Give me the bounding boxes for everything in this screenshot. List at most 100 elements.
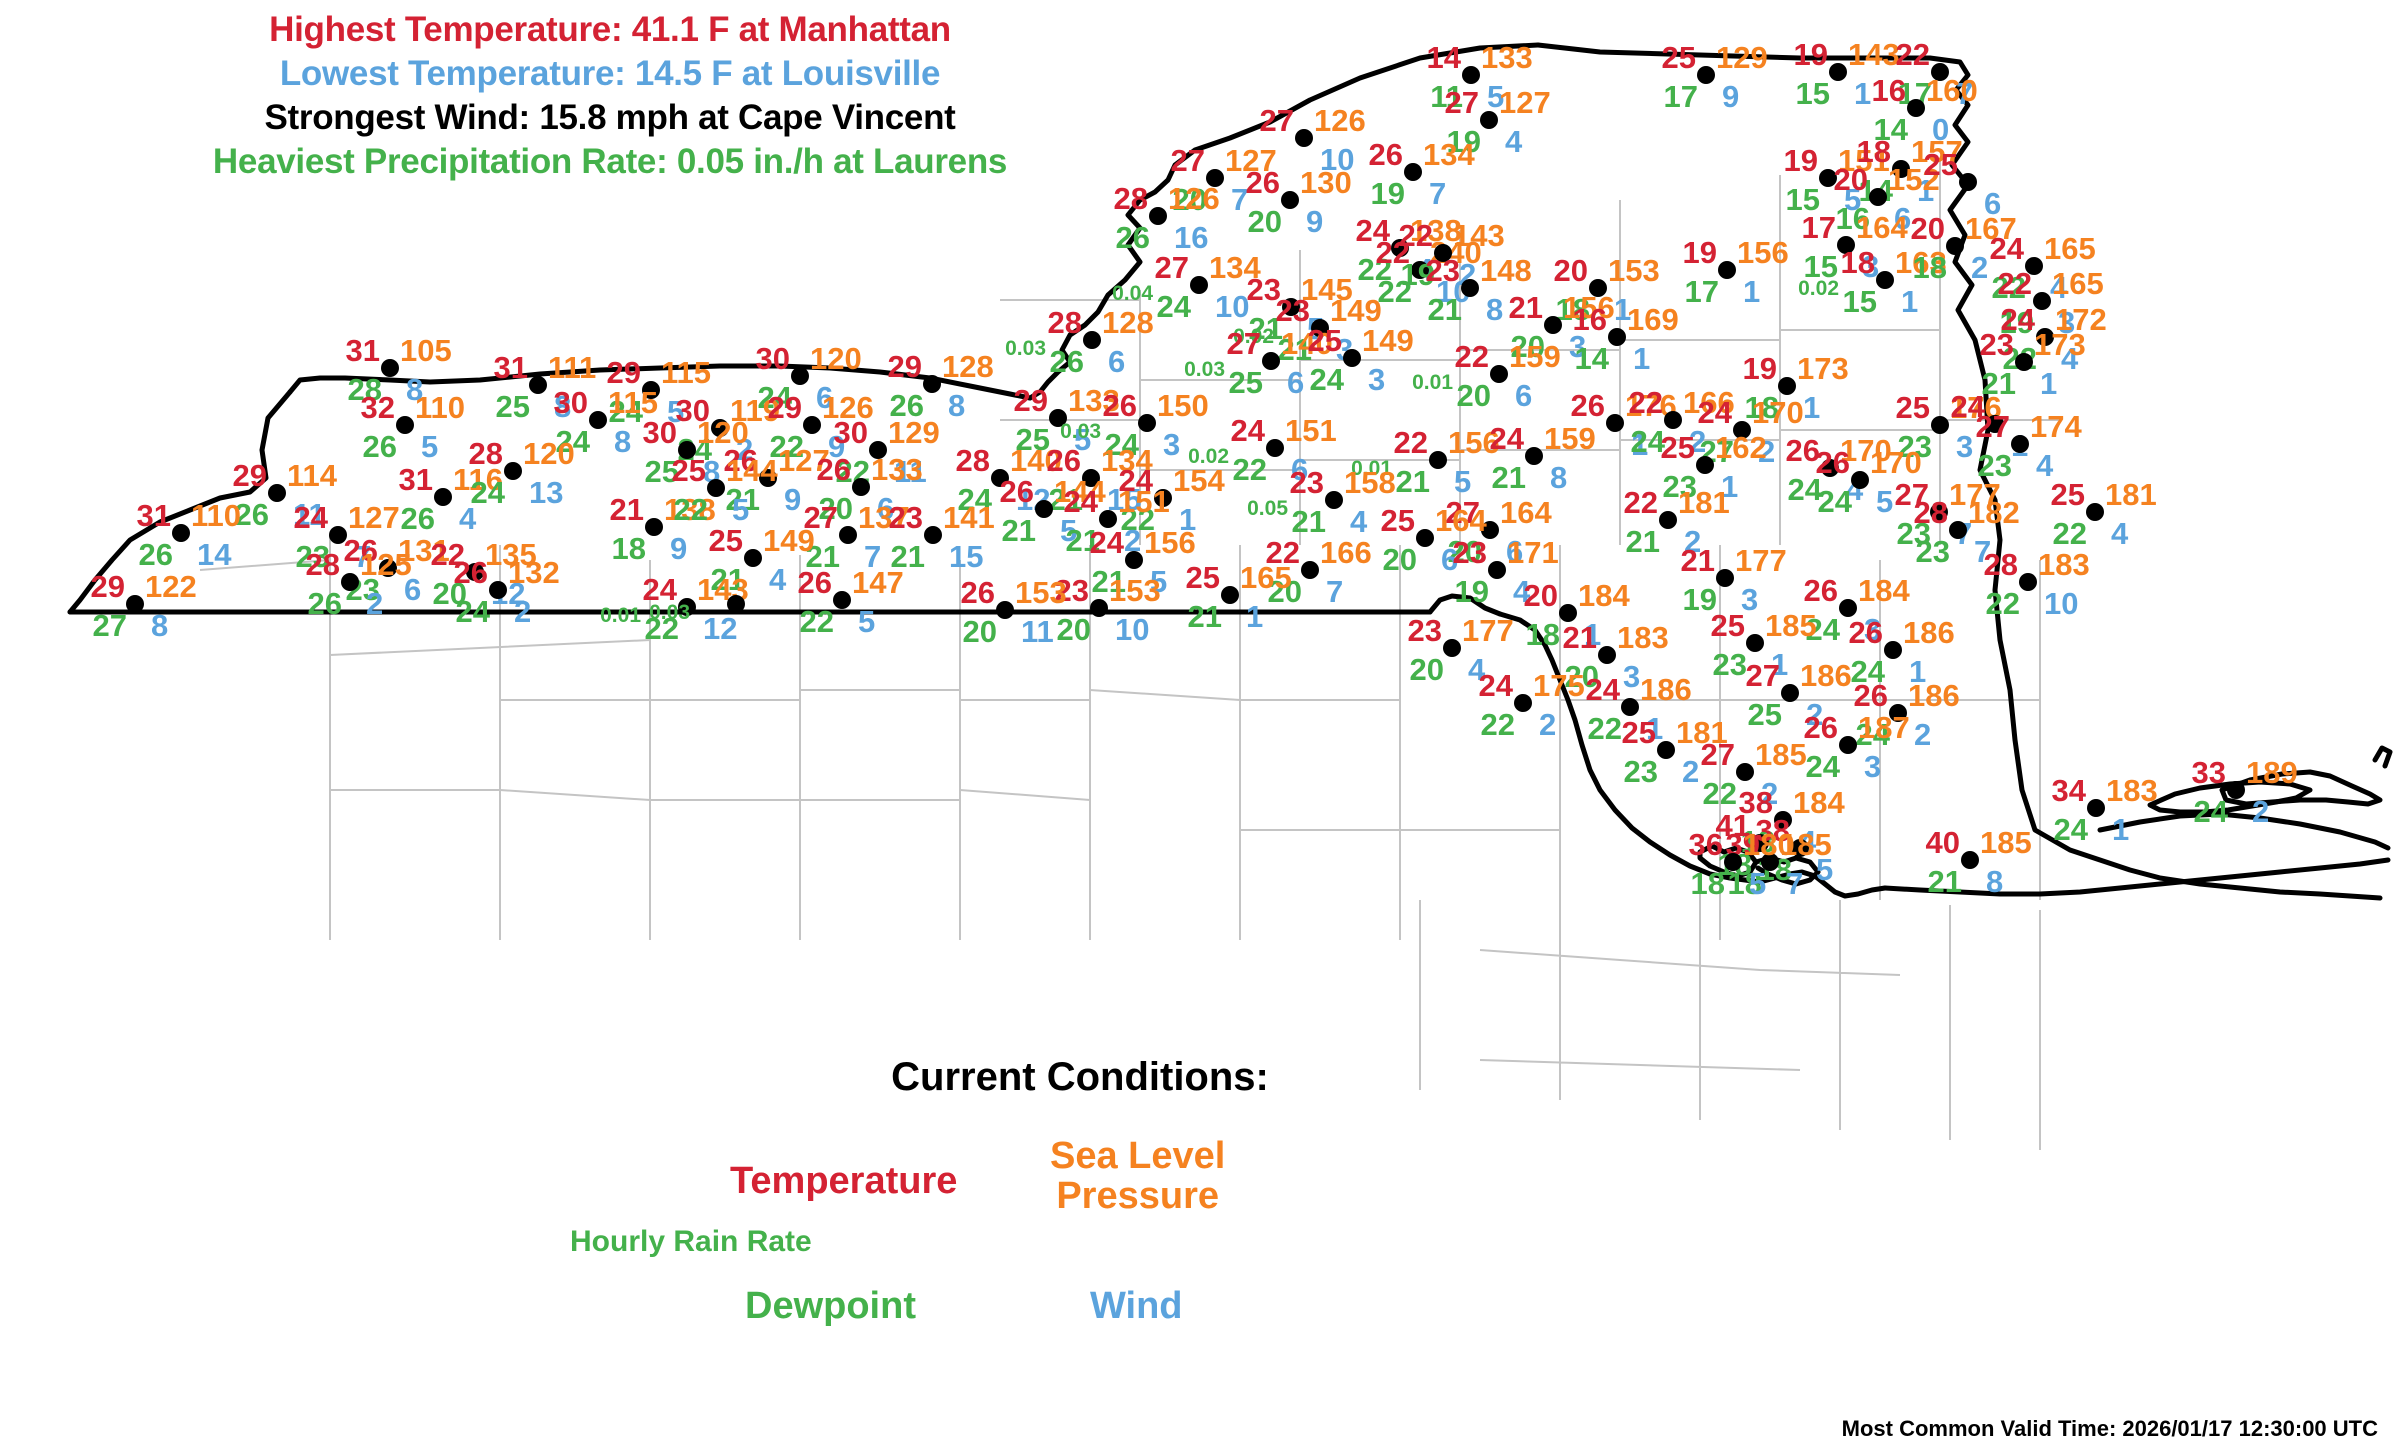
- station-temperature: 19: [1682, 235, 1717, 270]
- station-wind: 1: [1771, 647, 1789, 682]
- station-temperature: 28: [1113, 181, 1148, 216]
- station-dot-icon: [1416, 529, 1434, 547]
- station-dot-icon: [1907, 99, 1925, 117]
- station-sea-level-pressure: 173: [1797, 351, 1849, 386]
- station-dot-icon: [2033, 292, 2051, 310]
- station-dewpoint: 26: [138, 537, 173, 572]
- station-wind: 2: [1806, 697, 1824, 732]
- station-dewpoint: 22: [1120, 502, 1155, 537]
- station-sea-level-pressure: 183: [1617, 620, 1669, 655]
- station-sea-level-pressure: 119: [730, 393, 781, 428]
- station-temperature: 29: [1013, 383, 1048, 418]
- station-sea-level-pressure: 185: [1755, 737, 1807, 772]
- station-temperature: 22: [1265, 535, 1300, 570]
- legend-block: Current Conditions: Temperature Hourly R…: [570, 1055, 1530, 1385]
- station-dewpoint: 22: [644, 611, 679, 646]
- station-sea-level-pressure: 185: [1780, 827, 1832, 862]
- station-wind: 3: [1956, 429, 1974, 464]
- station-wind: 1: [1803, 390, 1821, 425]
- station-sea-level-pressure: 133: [871, 452, 923, 487]
- station-temperature: 25: [1621, 715, 1656, 750]
- station-dewpoint: 25: [495, 389, 530, 424]
- station-hourly-rain-rate: 0.02: [1798, 277, 1839, 300]
- station-wind: 2: [1124, 523, 1142, 558]
- station-dot-icon: [1608, 328, 1626, 346]
- station-dewpoint: 18: [1744, 390, 1779, 425]
- station-hourly-rain-rate: 0.02: [1188, 445, 1229, 468]
- station-dewpoint: 19: [1682, 582, 1717, 617]
- station-wind: 6: [816, 380, 834, 415]
- station-wind: 2: [1914, 717, 1932, 752]
- station-dot-icon: [1659, 511, 1677, 529]
- station-temperature: 29: [90, 569, 125, 604]
- station-wind: 7: [1974, 534, 1992, 569]
- station-dot-icon: [1761, 853, 1779, 871]
- station-dewpoint: 24: [1855, 717, 1890, 752]
- station-dot-icon: [1525, 447, 1543, 465]
- station-hourly-rain-rate: 0.01: [600, 604, 641, 627]
- station-dot-icon: [504, 462, 522, 480]
- station-sea-level-pressure: 166: [1683, 385, 1735, 420]
- station-dot-icon: [1125, 551, 1143, 569]
- station-temperature: 26: [1368, 137, 1403, 172]
- station-sea-level-pressure: 180: [1743, 827, 1795, 862]
- station-wind: 8: [1550, 460, 1568, 495]
- station-dewpoint: 11: [1430, 79, 1463, 114]
- station-sea-level-pressure: 133: [1068, 383, 1120, 418]
- station-wind: 3: [1163, 427, 1181, 462]
- station-dewpoint: 19: [1454, 574, 1489, 609]
- station-wind: 2: [514, 594, 532, 629]
- station-dot-icon: [1206, 169, 1224, 187]
- station-temperature: 25: [1307, 323, 1342, 358]
- station-temperature: 28: [305, 547, 340, 582]
- station-dot-icon: [852, 478, 870, 496]
- station-dot-icon: [2025, 257, 2043, 275]
- station-sea-level-pressure: 144: [1054, 474, 1106, 509]
- station-temperature: 28: [1983, 547, 2018, 582]
- station-wind: 3: [1864, 612, 1882, 647]
- station-temperature: 26: [343, 533, 378, 568]
- station-hourly-rain-rate: 0.01: [1412, 371, 1453, 394]
- station-sea-level-pressure: 126: [1168, 181, 1220, 216]
- station-wind: 5: [421, 429, 439, 464]
- station-dewpoint: 21: [1187, 599, 1222, 634]
- station-wind: 2: [366, 586, 384, 621]
- station-temperature: 25: [708, 523, 743, 558]
- station-dewpoint: 21: [1625, 524, 1660, 559]
- station-sea-level-pressure: 140: [1010, 443, 1062, 478]
- station-temperature: 23: [1054, 573, 1089, 608]
- station-dot-icon: [1736, 763, 1754, 781]
- station-sea-level-pressure: 149: [1362, 323, 1414, 358]
- station-temperature: 30: [675, 393, 710, 428]
- station-dewpoint: 22: [799, 604, 834, 639]
- station-sea-level-pressure: 126: [1314, 103, 1366, 138]
- station-dewpoint: 14: [1873, 112, 1908, 147]
- station-sea-level-pressure: 110: [191, 498, 242, 533]
- station-dot-icon: [381, 359, 399, 377]
- station-wind: 2: [736, 432, 754, 467]
- station-hourly-rain-rate: 0.03: [1060, 420, 1101, 443]
- station-dot-icon: [1559, 604, 1577, 622]
- station-wind: 7: [1429, 176, 1447, 211]
- station-wind: 1: [2040, 366, 2058, 401]
- station-wind: 1: [1614, 292, 1632, 327]
- station-wind: 1: [1721, 469, 1739, 504]
- station-dot-icon: [529, 376, 547, 394]
- station-temperature: 18: [1856, 134, 1891, 169]
- station-dot-icon: [1035, 500, 1053, 518]
- station-dot-icon: [642, 381, 660, 399]
- station-sea-level-pressure: 130: [1300, 165, 1352, 200]
- station-wind: 16: [1174, 220, 1209, 255]
- station-hourly-rain-rate: 0.04: [1112, 282, 1153, 305]
- station-dewpoint: 23: [1662, 469, 1697, 504]
- station-dot-icon: [1884, 641, 1902, 659]
- station-sea-level-pressure: 164: [1435, 503, 1487, 538]
- station-dot-icon: [1781, 684, 1799, 702]
- station-temperature: 16: [1871, 73, 1906, 108]
- station-temperature: 40: [1925, 825, 1960, 860]
- station-dot-icon: [833, 591, 851, 609]
- station-sea-level-pressure: 157: [1911, 134, 1963, 169]
- station-dot-icon: [1488, 561, 1506, 579]
- station-temperature: 24: [1697, 395, 1732, 430]
